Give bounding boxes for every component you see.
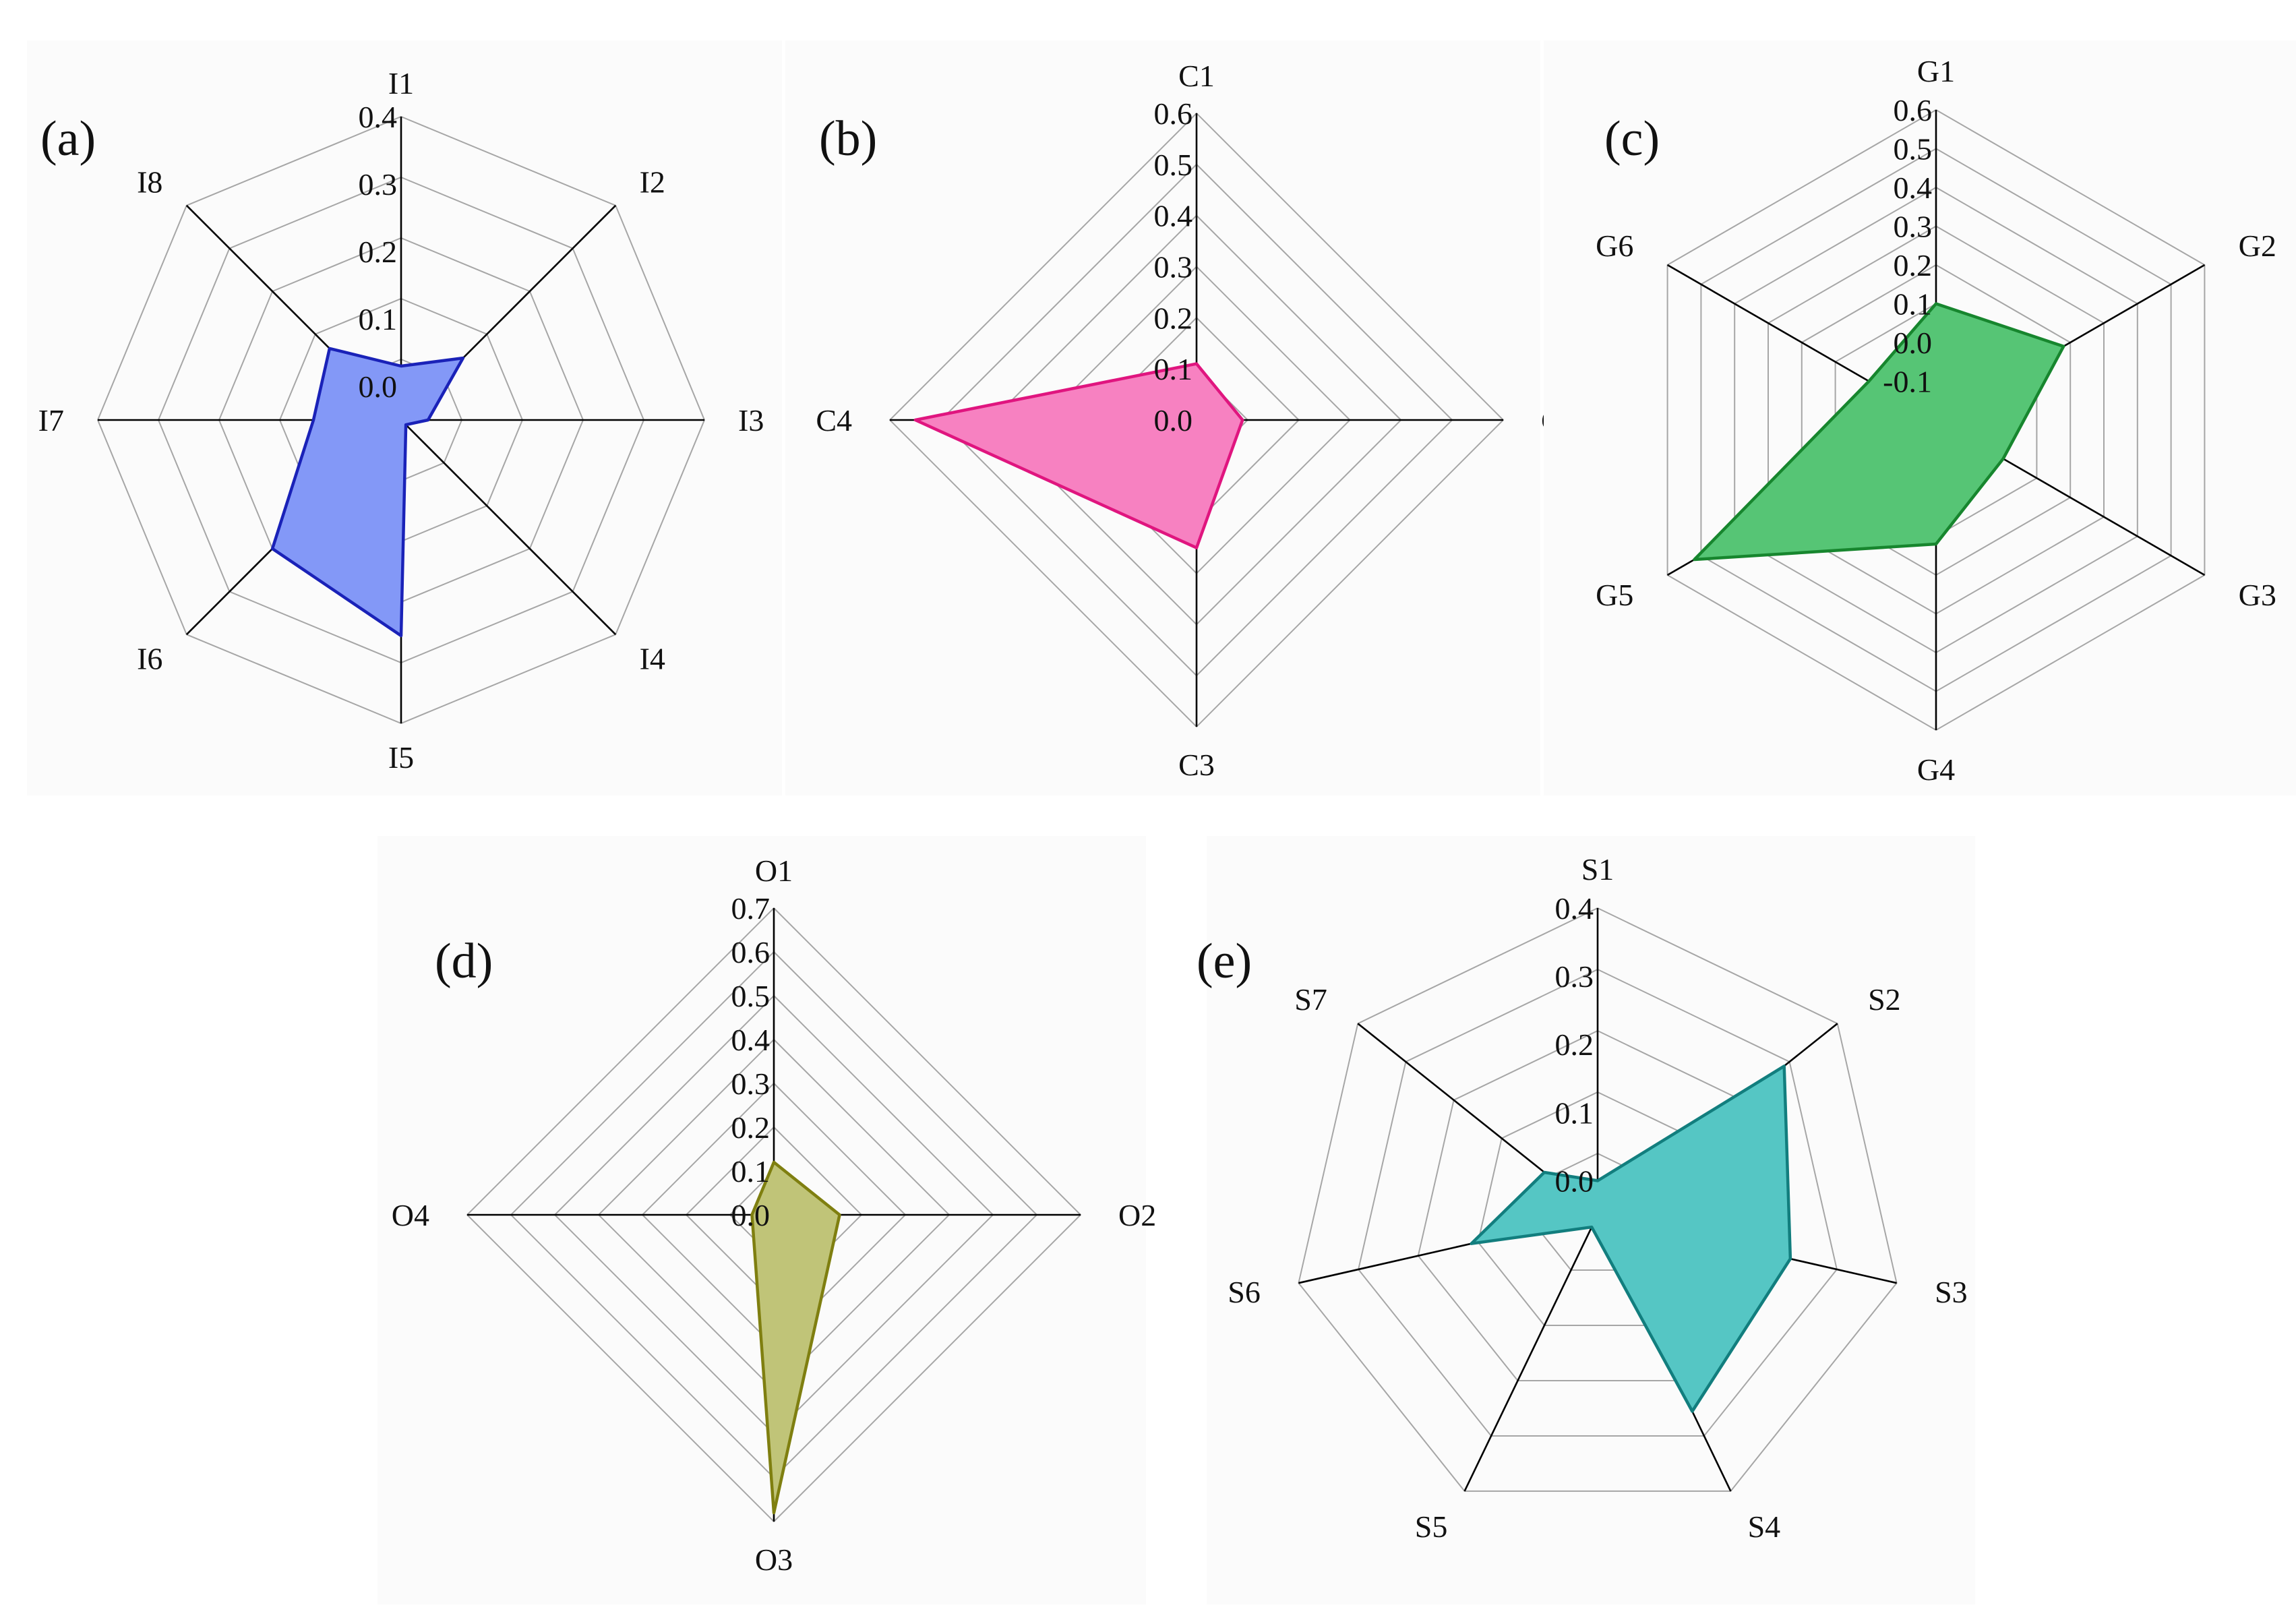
axis-spoke	[400, 419, 617, 636]
tick-label: 0.1	[1894, 287, 1933, 322]
grid-ring	[1358, 968, 1838, 1437]
tick-label: 0.0	[1555, 1164, 1594, 1198]
panel-label: (a)	[40, 111, 96, 167]
tick-label: 0.0	[1894, 326, 1933, 360]
axis-label: S2	[1868, 982, 1901, 1017]
axis-label: I6	[137, 642, 162, 676]
panel-d: 0.0 0.1 0.2 0.3 0.4 0.5 0.6 0.7O1 O2 O3 O4 (d)	[377, 836, 1156, 1604]
panel-e: 0.0 0.1 0.2 0.3 0.4 S1 S2 S3 S4 S5 S6 S7 (e)	[1197, 836, 1975, 1604]
tick-label: 0.6	[1894, 93, 1933, 127]
axis-label: G3	[2239, 578, 2276, 612]
tick-label: 0.4	[731, 1023, 771, 1057]
panel-c: -0.1 0.0 0.1 0.2 0.3 0.4 0.5 0.6 G1 G2 G3 G4 G5 G6 (c)	[1544, 40, 2296, 795]
tick-label: 0.4	[359, 100, 398, 134]
tick-label: 0.1	[1555, 1095, 1594, 1130]
tick-label: 0.0	[731, 1198, 771, 1232]
axis-label: G6	[1596, 229, 1633, 263]
axis-label: I7	[38, 403, 64, 438]
axis-label: G1	[1917, 54, 1955, 88]
data-series	[270, 347, 465, 638]
tick-label: 0.3	[1894, 210, 1933, 244]
tick-label: 0.6	[1154, 96, 1193, 131]
axis-label: S6	[1228, 1275, 1261, 1309]
axis-label: O1	[755, 853, 793, 888]
panel-label: (d)	[435, 934, 493, 989]
tick-label: 0.3	[731, 1067, 771, 1101]
tick-label: 0.3	[1154, 250, 1193, 284]
axis-label: C1	[1178, 59, 1215, 93]
axis-label: O2	[1118, 1198, 1156, 1232]
tick-label: 0.4	[1555, 891, 1594, 926]
tick-label: 0.0	[1154, 403, 1193, 438]
tick-label: 0.5	[1154, 148, 1193, 182]
grid-ring	[1298, 907, 1898, 1492]
axis-label: C3	[1178, 748, 1215, 782]
tick-label: 0.1	[359, 302, 398, 336]
panel-b: 0.00.10.20.30.40.50.6C1C2C3C4(b)	[785, 40, 1577, 795]
data-series	[1470, 1064, 1792, 1413]
axis-label: I1	[388, 66, 414, 100]
axis-label: I5	[388, 740, 414, 775]
tick-label: 0.2	[1154, 301, 1193, 335]
tick-label: 0.2	[731, 1110, 771, 1145]
tick-label: 0.7	[731, 891, 771, 926]
axis-label: S3	[1935, 1275, 1968, 1309]
axis-label: S4	[1748, 1509, 1781, 1544]
tick-label: 0.4	[1894, 171, 1933, 205]
tick-label: 0.3	[1555, 959, 1594, 994]
axis-label: G5	[1596, 578, 1633, 612]
panel-label: (e)	[1197, 934, 1252, 989]
axis-label: G4	[1917, 752, 1955, 787]
data-series	[1693, 302, 2065, 562]
tick-label: 0.2	[1555, 1027, 1594, 1062]
axis-label: S5	[1415, 1509, 1448, 1544]
tick-label: -0.1	[1883, 365, 1932, 399]
panel-label: (c)	[1604, 111, 1660, 167]
tick-label: 0.1	[1154, 352, 1193, 386]
tick-label: 0.3	[359, 167, 398, 202]
tick-label: 0.5	[1894, 132, 1933, 167]
panel-label: (b)	[819, 111, 877, 167]
axis-spoke	[1463, 1214, 1599, 1492]
axis-label: S1	[1581, 852, 1614, 887]
axis-label: C4	[816, 403, 852, 438]
tick-label: 0.0	[359, 369, 398, 404]
axis-label: G2	[2239, 229, 2276, 263]
axis-label: I4	[640, 642, 665, 676]
axis-label: S7	[1294, 982, 1327, 1017]
tick-label: 0.4	[1154, 199, 1193, 233]
tick-label: 0.2	[1894, 248, 1933, 282]
axis-label: I8	[137, 164, 162, 199]
axis-label: O4	[392, 1198, 429, 1232]
tick-label: 0.6	[731, 935, 771, 969]
data-series	[913, 362, 1244, 549]
axis-label: I3	[738, 403, 764, 438]
panel-a: 0.0 0.1 0.2 0.3 0.4I1 I2 I3 I4 I5 I6 I7 I8 (a)	[27, 40, 782, 795]
tick-label: 0.5	[731, 979, 771, 1013]
axis-label: O3	[755, 1542, 793, 1577]
axis-label: I2	[640, 164, 665, 199]
tick-label: 0.1	[731, 1154, 771, 1189]
tick-label: 0.2	[359, 235, 398, 269]
data-series	[750, 1160, 841, 1515]
